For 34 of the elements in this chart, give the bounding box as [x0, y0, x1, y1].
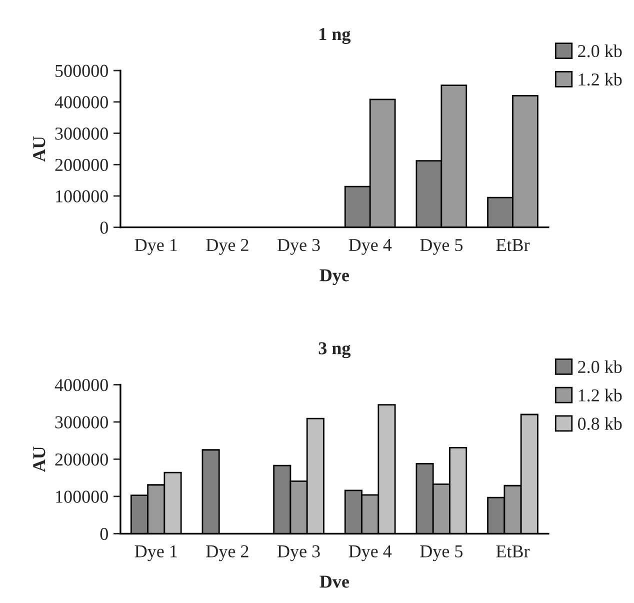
legend-label: 2.0 kb — [578, 44, 622, 58]
y-axis-title: AU — [33, 136, 46, 162]
x-tick-label: Dye 3 — [277, 545, 320, 562]
x-tick-label: Dye 4 — [348, 239, 392, 255]
chart-title: 3 ng — [318, 342, 351, 358]
y-tick-label: 100000 — [56, 490, 108, 503]
y-tick-label: 200000 — [55, 158, 108, 172]
legend-label: 0.8 kb — [578, 417, 622, 430]
y-tick-label: 0 — [100, 528, 108, 540]
y-axis-title: AU — [33, 446, 46, 472]
x-axis-title: Dve — [320, 576, 350, 588]
x-tick-label: EtBr — [496, 239, 530, 252]
legend-label: 1.2 kb — [578, 72, 622, 86]
y-tick-label: 300000 — [55, 416, 108, 428]
y-tick-label: 200000 — [55, 453, 108, 466]
y-tick-label: 500000 — [56, 64, 108, 77]
x-tick-label: Dye 1 — [134, 239, 177, 255]
x-tick-label: Dye 2 — [206, 238, 248, 255]
x-tick-label: Dye 4 — [348, 545, 392, 562]
y-tick-label: 400000 — [54, 96, 108, 108]
y-tick-label: 300000 — [55, 128, 108, 140]
y-tick-label: 400000 — [54, 378, 108, 392]
x-tick-label: Dye 5 — [420, 545, 463, 562]
x-tick-label: Dye 1 — [134, 545, 177, 562]
legend-label: 1.2 kb — [578, 388, 622, 402]
x-tick-label: Dye 5 — [420, 239, 463, 255]
y-tick-label: 0 — [100, 222, 108, 234]
x-tick-label: Dye 2 — [206, 545, 248, 562]
x-tick-label: Dye 3 — [277, 238, 320, 255]
y-tick-label: 100000 — [56, 190, 108, 202]
x-axis-title: Dye — [320, 269, 350, 286]
legend-label: 2.0 kb — [578, 360, 622, 374]
chart-title: 1 ng — [320, 28, 351, 44]
x-tick-label: EtBr — [496, 545, 530, 558]
